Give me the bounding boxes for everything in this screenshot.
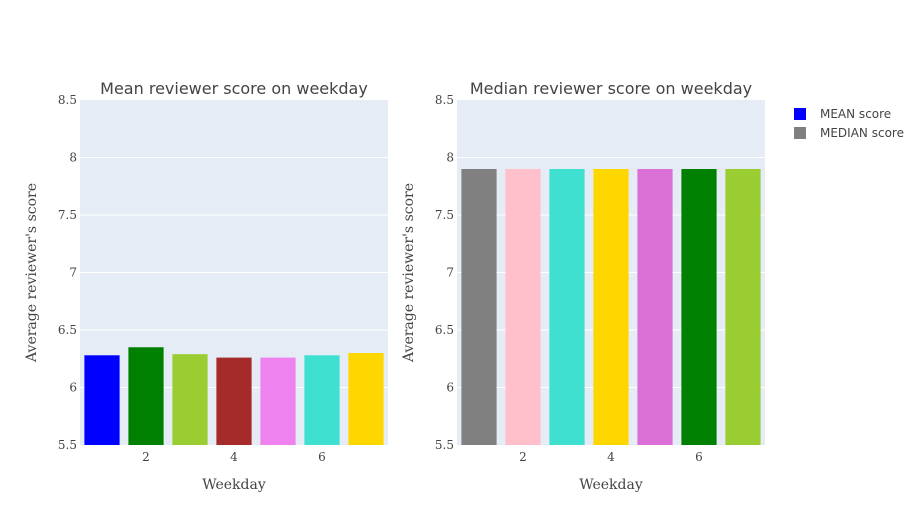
bar-weekday-2[interactable] [505, 169, 541, 445]
bar-weekday-5[interactable] [637, 169, 673, 445]
bar-weekday-4[interactable] [593, 169, 629, 445]
y-tick-label: 5.5 [58, 438, 77, 452]
legend-label: MEDIAN score [820, 126, 904, 140]
y-tick-label: 8.5 [58, 93, 77, 107]
x-tick-label: 2 [142, 450, 150, 464]
y-tick-label: 7.5 [58, 208, 77, 222]
x-tick-label: 2 [519, 450, 527, 464]
y-tick-label: 7 [446, 266, 454, 280]
chart-legend[interactable]: MEAN score MEDIAN score [794, 107, 904, 140]
y-tick-label: 5.5 [435, 438, 454, 452]
x-tick-label: 4 [607, 450, 615, 464]
x-tick-label: 4 [230, 450, 238, 464]
bar-weekday-4[interactable] [216, 357, 252, 445]
y-tick-label: 8 [446, 151, 454, 165]
x-axis-title: Weekday [579, 477, 643, 493]
bar-weekday-1[interactable] [84, 355, 120, 445]
y-tick-label: 7 [69, 266, 77, 280]
y-tick-label: 6.5 [435, 323, 454, 337]
chart-title: Mean reviewer score on weekday [100, 79, 368, 98]
y-tick-label: 8.5 [435, 93, 454, 107]
y-tick-label: 6.5 [58, 323, 77, 337]
mean-score-chart-panel: 5.5 6 6.5 7 7.5 8 8.5 2 4 6 Mean reviewer score on… [24, 79, 388, 493]
bar-weekday-1[interactable] [461, 169, 497, 445]
y-tick-label: 6 [446, 381, 454, 395]
legend-swatch [794, 127, 806, 139]
y-tick-label: 7.5 [435, 208, 454, 222]
y-axis-title: Average reviewer's score [24, 183, 40, 363]
legend-swatch [794, 108, 806, 120]
y-tick-label: 6 [69, 381, 77, 395]
y-axis-title: Average reviewer's score [401, 183, 417, 363]
median-score-chart-panel: 5.5 6 6.5 7 7.5 8 8.5 2 4 6 Median reviewer score … [401, 79, 765, 493]
bar-weekday-7[interactable] [725, 169, 761, 445]
x-axis-title: Weekday [202, 477, 266, 493]
bar-weekday-2[interactable] [128, 347, 164, 445]
x-tick-label: 6 [318, 450, 326, 464]
y-tick-label: 8 [69, 151, 77, 165]
x-tick-label: 6 [695, 450, 703, 464]
bar-weekday-3[interactable] [549, 169, 585, 445]
bar-weekday-6[interactable] [681, 169, 717, 445]
legend-label: MEAN score [820, 107, 891, 121]
bar-weekday-7[interactable] [348, 353, 384, 445]
bar-weekday-6[interactable] [304, 355, 340, 445]
bar-weekday-3[interactable] [172, 354, 208, 445]
chart-title: Median reviewer score on weekday [470, 79, 752, 98]
bar-weekday-5[interactable] [260, 357, 296, 445]
